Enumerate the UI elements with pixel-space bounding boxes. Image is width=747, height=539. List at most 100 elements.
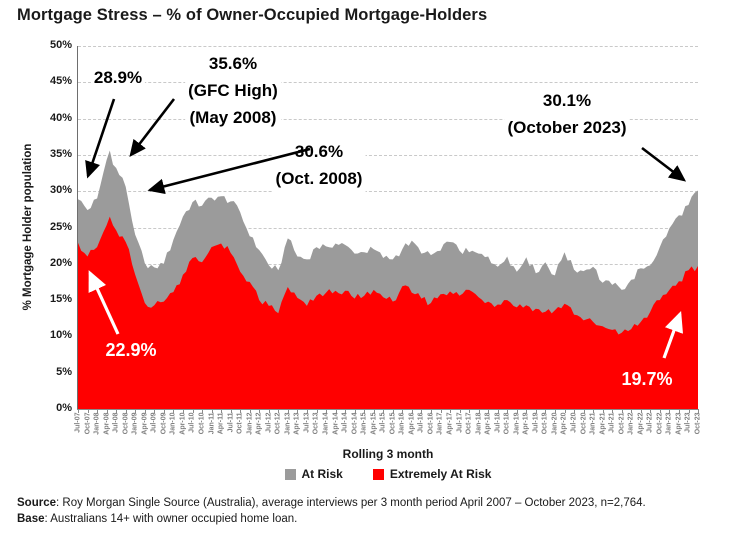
gridline-25% xyxy=(78,227,698,229)
area-series-extremely-at-risk xyxy=(78,216,698,409)
annotation-start-at-risk: 28.9% xyxy=(90,64,146,91)
x-axis-tick xyxy=(516,409,518,413)
x-axis-tick xyxy=(640,409,642,413)
x-axis-tick xyxy=(554,409,556,413)
footer-source-line: Source: Roy Morgan Single Source (Austra… xyxy=(17,497,646,509)
x-axis-tick xyxy=(535,409,537,413)
x-axis-tick xyxy=(602,409,604,413)
annotation-oct-2023: 30.1% (October 2023) xyxy=(504,87,630,141)
plot-area xyxy=(78,150,698,409)
x-axis-tick xyxy=(116,409,118,413)
x-axis-tick xyxy=(278,409,280,413)
x-axis-tick xyxy=(650,409,652,413)
x-axis-tick xyxy=(297,409,299,413)
x-axis-tick xyxy=(211,409,213,413)
x-axis-tick xyxy=(564,409,566,413)
x-axis-tick xyxy=(221,409,223,413)
x-axis-tick xyxy=(688,409,690,413)
legend-swatch-extremely-at-risk xyxy=(372,468,384,480)
x-axis-tick xyxy=(450,409,451,413)
x-axis-tick xyxy=(240,409,242,413)
x-axis-tick xyxy=(230,409,232,413)
annotation-start-extremely: 22.9% xyxy=(105,340,157,360)
x-axis-tick xyxy=(545,409,547,413)
x-axis-tick xyxy=(259,409,261,413)
x-axis-tick xyxy=(373,409,375,413)
y-axis-label: 35% xyxy=(49,147,72,160)
x-axis-tick xyxy=(106,409,108,413)
x-axis-tick xyxy=(421,409,423,413)
x-axis-tick xyxy=(669,409,671,413)
gridline-35% xyxy=(78,154,698,156)
x-axis-tick xyxy=(583,409,585,413)
footer: Source: Roy Morgan Single Source (Austra… xyxy=(17,496,646,527)
x-axis-tick xyxy=(335,409,337,413)
gridline-45% xyxy=(78,82,698,84)
x-axis-tick xyxy=(507,409,509,413)
x-axis-tick xyxy=(383,409,385,413)
x-axis-tick xyxy=(612,409,614,413)
legend-item-at-risk: At Risk xyxy=(284,467,343,481)
x-axis-tick xyxy=(202,409,203,413)
x-axis-tick xyxy=(459,409,461,413)
y-axis-label: 50% xyxy=(49,39,72,51)
annotation-end-extremely: 19.7% xyxy=(621,369,673,389)
x-axis-tick xyxy=(402,409,404,413)
legend: At Risk Extremely At Risk xyxy=(78,467,698,481)
x-axis-tick xyxy=(97,409,99,413)
x-axis-tick xyxy=(430,409,432,413)
footer-base-line: Base: Australians 14+ with owner occupie… xyxy=(17,512,298,525)
x-axis-tick xyxy=(497,409,499,413)
x-axis-tick xyxy=(621,409,623,413)
x-axis-line xyxy=(77,409,698,410)
x-axis-title: Rolling 3 month xyxy=(342,447,434,461)
x-axis-tick xyxy=(154,409,156,413)
y-axis-label: 45% xyxy=(49,75,72,88)
x-axis-tick xyxy=(78,409,79,413)
x-axis-tick xyxy=(440,409,442,413)
x-axis-tick xyxy=(469,409,471,413)
legend-item-extremely-at-risk: Extremely At Risk xyxy=(372,467,492,481)
x-axis-tick xyxy=(125,409,127,413)
x-axis-tick xyxy=(144,409,146,413)
y-axis-label: 15% xyxy=(49,293,72,306)
x-axis-tick xyxy=(478,409,480,413)
x-axis-tick xyxy=(135,409,137,413)
x-axis-tick xyxy=(526,409,528,413)
legend-swatch-at-risk xyxy=(284,468,296,480)
x-axis-tick xyxy=(316,409,318,413)
x-axis-tick xyxy=(306,409,308,413)
x-axis-tick xyxy=(364,409,366,413)
x-axis-tick xyxy=(488,409,490,413)
x-axis-tick xyxy=(249,409,251,413)
x-axis-tick xyxy=(411,409,413,413)
annotation-oct-2008: 30.6% (Oct. 2008) xyxy=(272,138,366,192)
x-axis-tick xyxy=(345,409,347,413)
legend-label-at-risk: At Risk xyxy=(301,467,343,481)
x-axis-tick xyxy=(87,409,89,413)
y-axis-label: 0% xyxy=(56,402,72,414)
legend-label-extremely-at-risk: Extremely At Risk xyxy=(389,467,492,481)
x-axis-tick xyxy=(631,409,633,413)
x-axis-tick xyxy=(354,409,356,413)
x-axis-tick xyxy=(678,409,680,413)
x-axis-tick xyxy=(392,409,394,413)
gridline-40% xyxy=(78,118,698,120)
x-axis-tick xyxy=(698,409,699,413)
x-axis-tick xyxy=(173,409,175,413)
x-axis-tick xyxy=(163,409,165,413)
x-axis-tick xyxy=(287,409,289,413)
x-axis-tick xyxy=(192,409,194,413)
x-axis-tick xyxy=(326,409,327,413)
x-axis-tick xyxy=(659,409,661,413)
y-axis-label: 20% xyxy=(49,256,72,269)
y-axis-label: 5% xyxy=(56,365,72,378)
x-axis-tick xyxy=(182,409,184,413)
y-axis-label: 30% xyxy=(49,184,72,197)
gridline-30% xyxy=(78,191,698,193)
annotation-gfc-high: 35.6% (GFC High) (May 2008) xyxy=(185,50,281,131)
y-axis-line xyxy=(77,46,78,409)
x-axis-tick xyxy=(268,409,270,413)
gridline-50% xyxy=(78,46,698,47)
